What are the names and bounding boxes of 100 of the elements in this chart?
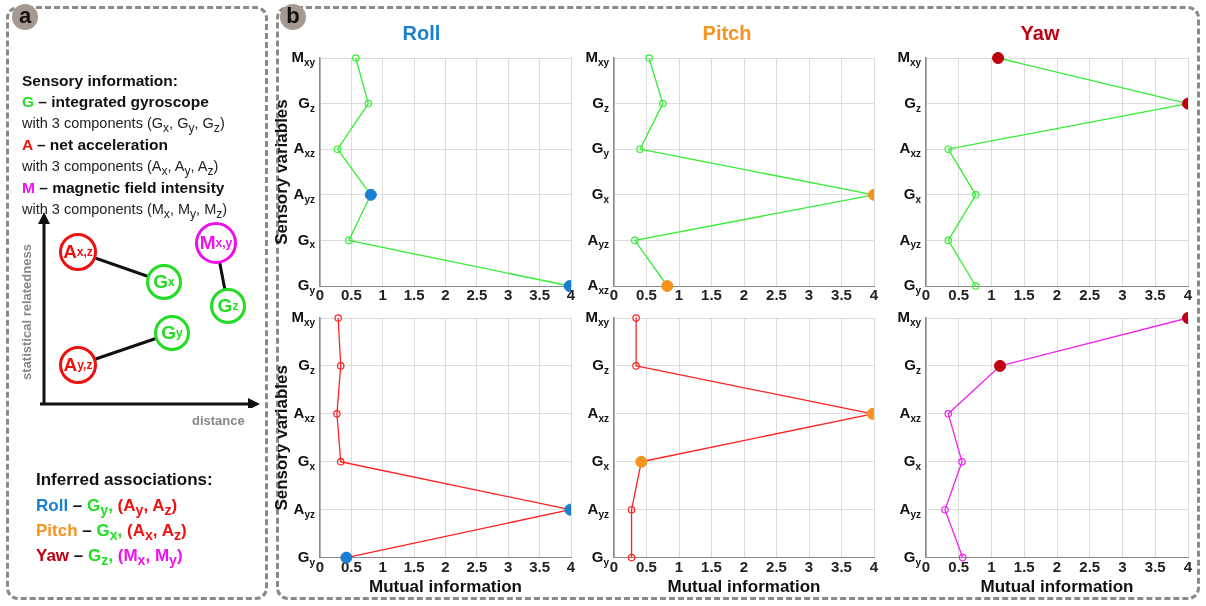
x-tick-label: 3.5 bbox=[831, 286, 852, 304]
text: G bbox=[22, 93, 35, 110]
text: – bbox=[72, 546, 85, 565]
text: (M$_{x}$, M$_{y}$) bbox=[117, 546, 183, 569]
text: with 3 components (G$_{x}$, G$_{y}$, G$_{z}$) bbox=[22, 115, 225, 135]
x-tick-label: 2 bbox=[739, 557, 749, 575]
text: G$_{z}$ bbox=[88, 546, 109, 569]
point bbox=[645, 54, 653, 62]
x-tick-label: 2.5 bbox=[466, 286, 488, 304]
x-tick-label: 3 bbox=[1118, 286, 1127, 304]
x-tick-label: 0 bbox=[921, 286, 931, 304]
x-tick-label: 1 bbox=[674, 557, 684, 575]
y-axis-title: Sensory variables bbox=[271, 99, 291, 245]
point bbox=[336, 457, 345, 466]
x-tick-label: 3.5 bbox=[529, 286, 551, 304]
x-tick-label: 3 bbox=[504, 286, 513, 304]
point bbox=[941, 505, 949, 514]
text: – bbox=[81, 521, 93, 540]
text: , bbox=[108, 546, 115, 565]
point bbox=[334, 314, 342, 322]
x-axis-title: Mutual information bbox=[667, 577, 821, 597]
point bbox=[944, 236, 953, 245]
point bbox=[632, 362, 640, 370]
x-tick-label: 0.5 bbox=[948, 286, 970, 304]
point bbox=[944, 145, 953, 153]
text: with 3 components (A$_{x}$, A$_{y}$, A$_{z}$) bbox=[22, 158, 219, 178]
x-tick-label: 0.5 bbox=[948, 557, 970, 575]
x-tick-label: 3 bbox=[804, 557, 814, 575]
point bbox=[631, 236, 639, 245]
point bbox=[971, 282, 980, 290]
text: M bbox=[22, 179, 35, 196]
point bbox=[336, 362, 345, 370]
point bbox=[627, 553, 636, 562]
x-axis-title: Mutual information bbox=[369, 577, 522, 597]
x-tick-label: 4 bbox=[869, 286, 879, 304]
point bbox=[333, 410, 341, 418]
x-tick-label: 0.5 bbox=[340, 557, 362, 575]
point bbox=[958, 457, 966, 466]
x-tick-label: 1.5 bbox=[701, 286, 722, 304]
text: (A$_{y}$, A$_{z}$) bbox=[117, 496, 178, 519]
x-tick-label: 4 bbox=[566, 286, 576, 304]
x-tick-label: 1.5 bbox=[403, 557, 425, 575]
text: – bbox=[71, 496, 84, 515]
x-tick-label: 1.5 bbox=[403, 286, 425, 304]
x-tick-label: 1 bbox=[378, 286, 387, 304]
text: b bbox=[280, 3, 306, 30]
chart-title: Yaw bbox=[1020, 21, 1060, 44]
text: Inferred associations: bbox=[36, 470, 213, 489]
y-axis-title: Sensory variables bbox=[271, 365, 291, 511]
text: Roll bbox=[36, 496, 69, 515]
text: statistical relatedness bbox=[18, 244, 34, 380]
x-tick-label: 1 bbox=[987, 557, 996, 575]
chart-title: Pitch bbox=[702, 21, 752, 44]
x-tick-label: 0 bbox=[921, 557, 931, 575]
x-tick-label: 1 bbox=[674, 286, 684, 304]
x-tick-label: 0 bbox=[315, 557, 325, 575]
point bbox=[971, 191, 980, 199]
x-tick-label: 3 bbox=[804, 286, 814, 304]
text: Yaw bbox=[36, 546, 70, 565]
text: Pitch bbox=[36, 521, 78, 540]
x-tick-label: 0.5 bbox=[636, 557, 657, 575]
x-tick-label: 2 bbox=[739, 286, 749, 304]
x-tick-label: 3 bbox=[1118, 557, 1127, 575]
x-tick-label: 1.5 bbox=[1013, 557, 1035, 575]
point bbox=[333, 145, 342, 153]
x-tick-label: 3.5 bbox=[831, 557, 852, 575]
x-tick-label: 4 bbox=[1183, 557, 1193, 575]
x-tick-label: 2 bbox=[441, 557, 450, 575]
x-tick-label: 0.5 bbox=[636, 286, 657, 304]
text: a bbox=[12, 3, 38, 30]
x-axis-title: Mutual information bbox=[980, 577, 1134, 597]
x-tick-label: 2.5 bbox=[1079, 557, 1101, 575]
text: – net acceleration bbox=[35, 136, 168, 153]
text: – magnetic field intensity bbox=[38, 179, 225, 196]
point bbox=[364, 99, 373, 108]
x-tick-label: 0.5 bbox=[340, 286, 362, 304]
text: G$_{x}$ bbox=[96, 521, 118, 544]
x-tick-label: 0 bbox=[609, 286, 619, 304]
x-tick-label: 2.5 bbox=[766, 557, 787, 575]
text: (A$_{x}$, A$_{z}$) bbox=[127, 521, 187, 544]
point bbox=[658, 99, 667, 108]
text: G$_{y}$ bbox=[87, 496, 109, 519]
point bbox=[632, 314, 640, 322]
text: , bbox=[117, 521, 124, 540]
point bbox=[636, 145, 644, 153]
x-tick-label: 2.5 bbox=[766, 286, 787, 304]
point bbox=[351, 54, 360, 62]
text: – integrated gyroscope bbox=[37, 93, 209, 110]
point bbox=[958, 553, 967, 562]
x-tick-label: 2.5 bbox=[466, 557, 488, 575]
x-tick-label: 2.5 bbox=[1079, 286, 1101, 304]
x-tick-label: 0 bbox=[315, 286, 325, 304]
point bbox=[944, 410, 953, 418]
text: distance bbox=[192, 413, 245, 428]
x-tick-label: 2 bbox=[1052, 286, 1062, 304]
point bbox=[345, 236, 353, 245]
x-tick-label: 1 bbox=[378, 557, 387, 575]
x-tick-label: 3.5 bbox=[529, 557, 551, 575]
x-tick-label: 0 bbox=[609, 557, 619, 575]
x-tick-label: 3 bbox=[504, 557, 513, 575]
